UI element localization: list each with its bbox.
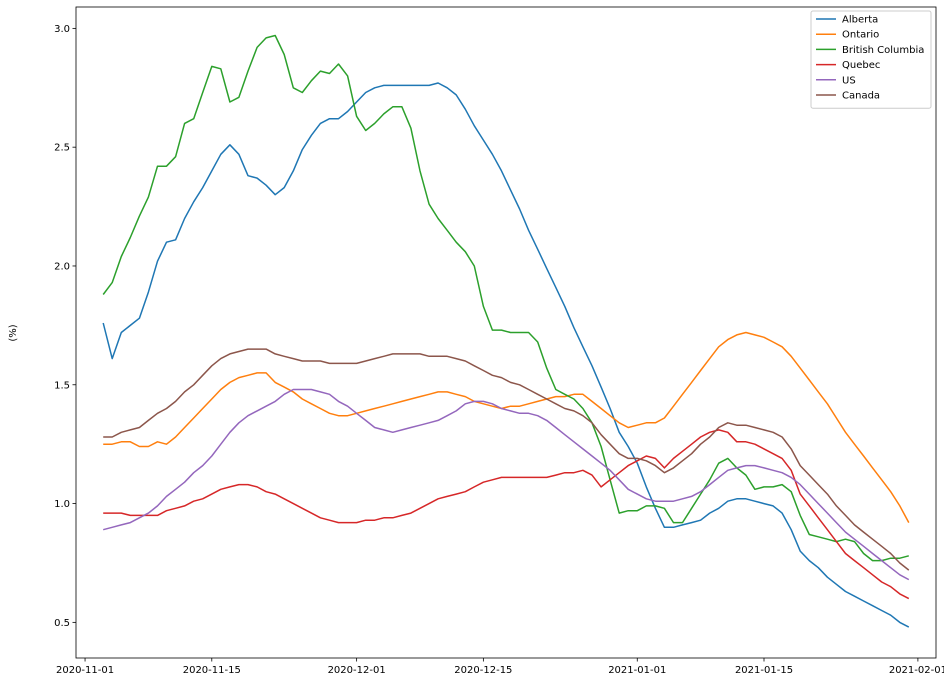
x-tick-label: 2021-02-01 [889, 665, 944, 676]
y-tick-label: 2.5 [54, 143, 70, 154]
y-tick-label: 1.0 [54, 499, 70, 510]
legend-label: Quebec [842, 60, 880, 71]
y-axis-label: (%) [8, 324, 19, 341]
series-line-us [103, 388, 910, 581]
series-line-canada [103, 348, 910, 571]
y-tick-label: 1.5 [54, 380, 70, 391]
x-tick-label: 2020-11-01 [56, 665, 114, 676]
legend: Alberta Ontario British Columbia Quebec US Ca… [810, 10, 932, 109]
series-line-alberta [102, 82, 910, 628]
x-tick-label: 2020-12-15 [454, 665, 512, 676]
legend-box [810, 10, 932, 109]
x-tick-label: 2020-12-01 [328, 665, 386, 676]
x-tick-label: 2021-01-01 [608, 665, 666, 676]
legend-label: Canada [842, 91, 880, 102]
plot-frame [75, 6, 937, 659]
y-tick-label: 3.0 [54, 24, 70, 35]
y-tick-label: 2.0 [54, 261, 70, 272]
y-tick-label: 0.5 [54, 618, 70, 629]
series-line-quebec [103, 429, 910, 600]
series-line-british-columbia [102, 34, 909, 562]
x-tick-label: 2020-11-15 [183, 665, 241, 676]
legend-label: British Columbia [842, 45, 924, 56]
y-axis: 0.5 1.0 1.5 2.0 2.5 3.0 [54, 24, 76, 629]
legend-label: Ontario [842, 30, 879, 41]
legend-label: US [842, 75, 856, 86]
series-line-ontario [103, 331, 910, 523]
x-axis: 2020-11-01 2020-11-15 2020-12-01 2020-12-15… [56, 658, 944, 676]
legend-label: Alberta [842, 15, 878, 26]
x-tick-label: 2021-01-15 [735, 665, 793, 676]
series-lines [102, 34, 910, 628]
